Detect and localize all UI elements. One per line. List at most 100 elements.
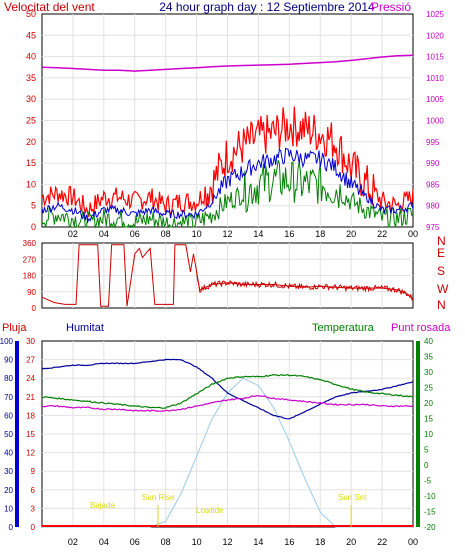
rain-ytick-label: 30 [26,337,35,346]
pressure-ytick-label: 980 [426,202,440,211]
wind-xtick-label: 08 [161,229,171,239]
direction-compass-label: W [437,282,449,296]
humidity-ytick-label: 70 [4,393,13,402]
temperature-line [41,373,414,409]
temperature-ytick-label: 0 [424,461,429,470]
pressure-ytick-label: 1005 [426,95,444,104]
wind-ytick-label: 50 [26,9,36,19]
direction-compass-label: N [437,234,446,248]
climate-xtick-label: 02 [68,537,78,547]
noon-annotation: Lowtide [196,506,224,515]
temperature-ytick-label: -10 [424,492,436,501]
climate-xtick-label: 10 [192,537,202,547]
sunset-annotation: Sun Set [338,493,367,502]
wind-xtick-label: 18 [315,229,325,239]
wind-ytick-label: 0 [31,222,36,232]
wind-xtick-label: 06 [130,229,140,239]
wind-ytick-label: 20 [26,137,36,147]
rain-ytick-label: 21 [26,393,35,402]
humidity-axis-bar [15,341,19,527]
rain-ytick-label: 15 [26,430,35,439]
climate-xtick-label: 06 [130,537,140,547]
pressure-label: Pressió [371,0,411,14]
temperature-ytick-label: 10 [424,430,433,439]
temperature-ytick-label: -15 [424,508,436,517]
rain-ytick-label: 9 [31,467,36,476]
graph-title: 24 hour graph day : 12 Septiembre 2014 [159,0,375,14]
climate-xtick-label: 20 [346,537,356,547]
pressure-ytick-label: 975 [426,223,440,232]
wind-xtick-label: 10 [192,229,202,239]
humidity-ytick-label: 90 [4,356,13,365]
pressure-line [41,54,414,72]
temperature-axis-bar [416,341,420,527]
humidity-ytick-label: 20 [4,486,13,495]
temperature-ytick-label: 30 [424,368,433,377]
wind-ytick-label: 15 [26,158,36,168]
pressure-ytick-label: 985 [426,180,440,189]
rain-ytick-label: 24 [26,374,35,383]
direction-ytick-label: 0 [32,304,37,313]
direction-compass-label: N [437,298,446,312]
wind-ytick-label: 40 [26,52,36,62]
climate-xtick-label: 18 [315,537,325,547]
temperature-ytick-label: -20 [424,523,436,532]
wind-ytick-label: 25 [26,116,36,126]
wind-xtick-label: 12 [222,229,232,239]
wind-ytick-label: 35 [26,73,36,83]
sunrise-annotation: Sun Rise [142,493,175,502]
wind-min-line [41,160,414,229]
pressure-ytick-label: 1010 [426,74,444,83]
direction-noise-line [196,272,414,301]
humidity-line [41,358,414,420]
climate-xtick-label: 00 [408,537,418,547]
wind-xtick-label: 22 [377,229,387,239]
wind-xtick-label: 14 [253,229,263,239]
climate-xtick-label: 14 [253,537,263,547]
climate-xtick-label: 04 [99,537,109,547]
direction-ytick-label: 360 [23,239,37,248]
temperature-ytick-label: 35 [424,353,433,362]
rain-ytick-label: 12 [26,449,35,458]
pressure-ytick-label: 990 [426,159,440,168]
pressure-ytick-label: 1020 [426,31,444,40]
temperature-ytick-label: 20 [424,399,433,408]
wind-ytick-label: 5 [31,201,36,211]
rain-ytick-label: 27 [26,356,35,365]
rain-ytick-label: 3 [31,504,36,513]
direction-ytick-label: 90 [27,288,36,297]
rain-ytick-label: 18 [26,411,35,420]
temperature-ytick-label: 40 [424,337,433,346]
pressure-ytick-label: 1025 [426,10,444,19]
wind-xtick-label: 16 [284,229,294,239]
pressure-ytick-label: 995 [426,138,440,147]
humidity-ytick-label: 100 [0,337,14,346]
wind-xtick-label: 00 [408,229,418,239]
dawn-annotation: Bajada [90,501,115,510]
humidity-ytick-label: 30 [4,467,13,476]
dew-point-legend: Punt rosada [391,322,451,334]
humidity-ytick-label: 50 [4,430,13,439]
direction-compass-label: S [437,264,445,278]
direction-ytick-label: 270 [23,255,37,264]
humidity-ytick-label: 0 [9,523,14,532]
pressure-ytick-label: 1000 [426,117,444,126]
wind-xtick-label: 02 [68,229,78,239]
dew-point-line [41,394,414,413]
temperature-ytick-label: 25 [424,384,433,393]
wind-ytick-label: 10 [26,179,36,189]
climate-xtick-label: 12 [222,537,232,547]
direction-ytick-label: 180 [23,272,37,281]
temperature-ytick-label: 15 [424,415,433,424]
temperature-ytick-label: 5 [424,446,429,455]
humidity-ytick-label: 10 [4,504,13,513]
humidity-legend: Humitat [66,322,104,334]
wind-avg-line [41,147,414,224]
humidity-ytick-label: 80 [4,374,13,383]
climate-xtick-label: 16 [284,537,294,547]
wind-xtick-label: 20 [346,229,356,239]
rain-ytick-label: 0 [31,523,36,532]
humidity-ytick-label: 40 [4,449,13,458]
